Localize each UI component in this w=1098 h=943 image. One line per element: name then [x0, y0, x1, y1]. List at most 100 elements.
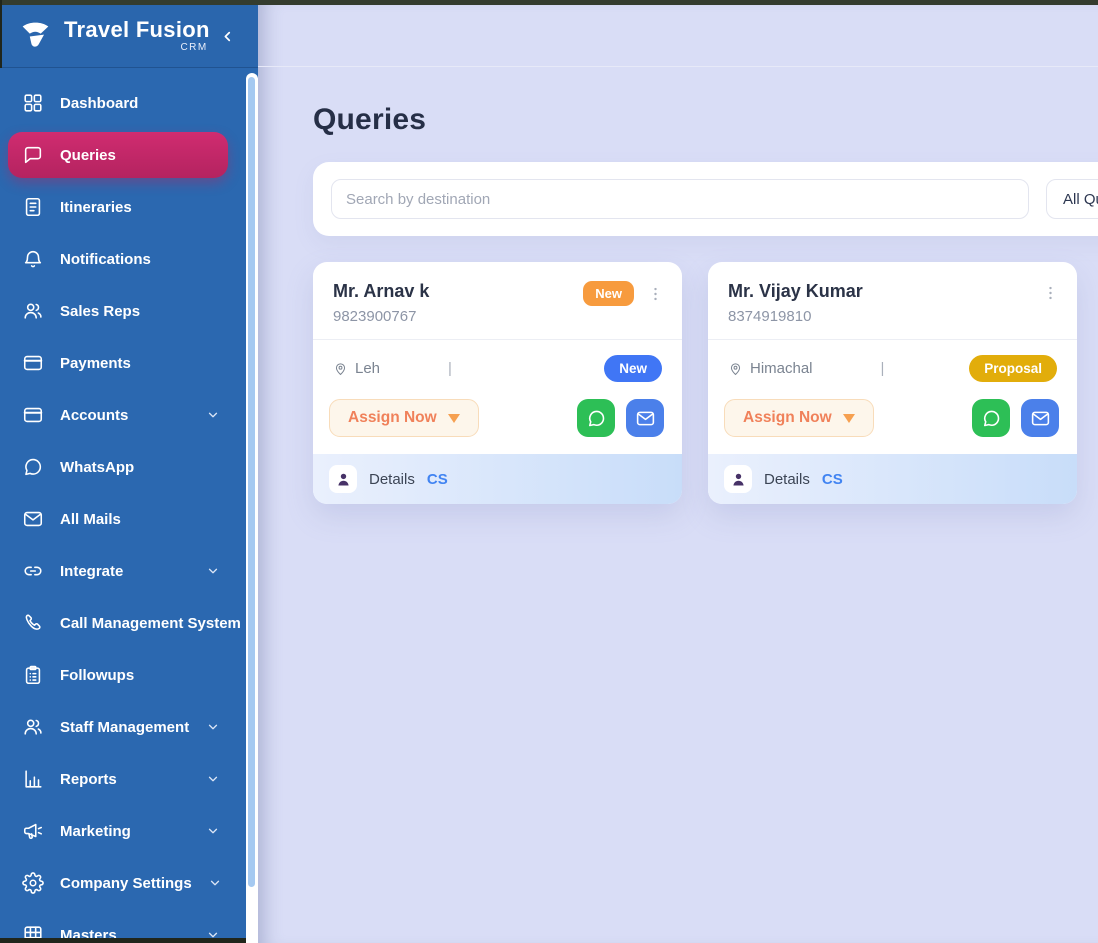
details-link[interactable]: Details	[369, 470, 415, 488]
page-title: Queries	[313, 103, 427, 136]
query-filter-value: All Queries	[1063, 190, 1098, 208]
sidebar-item-whatsapp[interactable]: WhatsApp	[0, 441, 246, 493]
chevron-down-icon	[206, 408, 220, 422]
assignee-link[interactable]: CS	[821, 470, 843, 488]
new-badge: New	[583, 281, 634, 306]
whatsapp-icon	[983, 410, 999, 426]
assign-now-label: Assign Now	[743, 409, 832, 426]
sidebar-scrollbar-thumb[interactable]	[248, 77, 255, 887]
assign-now-button[interactable]: Assign Now	[724, 399, 874, 437]
assignee-link[interactable]: CS	[426, 470, 448, 488]
card-header: Mr. Vijay Kumar 8374919810	[708, 262, 1077, 339]
sidebar-item-label: Marketing	[60, 822, 131, 840]
sidebar-item-label: Company Settings	[60, 874, 192, 892]
status-badge[interactable]: New	[604, 355, 662, 382]
window-top-edge	[0, 0, 1098, 5]
chevron-left-icon	[224, 31, 230, 41]
separator: |	[448, 360, 452, 377]
sidebar-item-accounts[interactable]: Accounts	[0, 389, 246, 441]
kebab-menu-icon[interactable]	[646, 282, 664, 306]
sidebar-nav: Dashboard Queries Itineraries Notificati…	[0, 69, 246, 943]
sidebar-item-notifications[interactable]: Notifications	[0, 233, 246, 285]
people-icon	[22, 300, 44, 322]
query-cards: Mr. Arnav k 9823900767 New L	[313, 262, 1098, 504]
sidebar-item-reports[interactable]: Reports	[0, 753, 246, 805]
card-footer: Details CS	[708, 454, 1077, 504]
kebab-menu-icon[interactable]	[1041, 281, 1059, 305]
sidebar-item-label: Dashboard	[60, 94, 139, 112]
whatsapp-icon	[588, 410, 604, 426]
mail-icon	[1031, 411, 1049, 425]
people-icon	[22, 716, 44, 738]
chevron-down-icon	[206, 824, 220, 838]
sidebar-item-label: Call Management System	[60, 614, 241, 632]
whatsapp-button[interactable]	[972, 399, 1010, 437]
sidebar-item-queries[interactable]: Queries	[8, 132, 228, 178]
search-input[interactable]	[331, 179, 1029, 219]
sidebar-item-label: Staff Management	[60, 718, 190, 736]
sidebar-item-dashboard[interactable]: Dashboard	[0, 77, 246, 129]
email-button[interactable]	[626, 399, 664, 437]
status-badge[interactable]: Proposal	[969, 355, 1057, 382]
divider	[313, 339, 682, 340]
customer-name: Mr. Vijay Kumar	[728, 281, 863, 301]
chevron-down-icon	[206, 772, 220, 786]
sidebar-item-call-management-system[interactable]: Call Management System	[0, 597, 246, 649]
sidebar-item-label: Integrate	[60, 562, 124, 580]
separator: |	[880, 360, 885, 377]
sidebar-item-itineraries[interactable]: Itineraries	[0, 181, 246, 233]
sidebar-item-marketing[interactable]: Marketing	[0, 805, 246, 857]
bell-icon	[22, 248, 44, 270]
query-filter-dropdown[interactable]: All Queries	[1046, 179, 1098, 219]
details-link[interactable]: Details	[764, 470, 810, 488]
whatsapp-icon	[22, 456, 44, 478]
destination-label: Leh	[355, 360, 381, 377]
assign-now-button[interactable]: Assign Now	[329, 399, 479, 437]
dashboard-icon	[22, 92, 44, 114]
chevron-down-icon	[208, 876, 222, 890]
sidebar-item-all-mails[interactable]: All Mails	[0, 493, 246, 545]
assignee-avatar	[724, 465, 752, 493]
map-pin-icon	[728, 361, 743, 376]
person-icon	[732, 473, 744, 486]
sidebar-item-sales-reps[interactable]: Sales Reps	[0, 285, 246, 337]
brand-suffix: CRM	[180, 42, 208, 53]
megaphone-icon	[22, 820, 44, 842]
chevron-down-icon	[206, 928, 220, 942]
sidebar-header: Travel Fusion CRM	[0, 5, 258, 68]
mail-icon	[636, 411, 654, 425]
sidebar-item-payments[interactable]: Payments	[0, 337, 246, 389]
chevron-down-icon	[206, 720, 220, 734]
sidebar-item-label: Followups	[60, 666, 135, 684]
mail-icon	[22, 508, 44, 530]
chevron-down-icon	[206, 564, 220, 578]
sidebar-item-label: Accounts	[60, 406, 129, 424]
sidebar-item-label: Reports	[60, 770, 117, 788]
content: Queries All Queries Mr. Arnav k 98239007…	[258, 67, 1098, 504]
bar-chart-icon	[22, 768, 44, 790]
search-panel: All Queries	[313, 162, 1098, 236]
card-actions: Assign Now	[708, 386, 1077, 454]
clipboard-icon	[22, 664, 44, 686]
card-footer: Details CS	[313, 454, 682, 504]
customer-phone: 9823900767	[333, 308, 417, 325]
destination-label: Himachal	[750, 360, 813, 377]
card-location-row: Himachal | Proposal	[708, 340, 1077, 386]
whatsapp-button[interactable]	[577, 399, 615, 437]
sidebar-item-integrate[interactable]: Integrate	[0, 545, 246, 597]
sidebar-collapse-button[interactable]	[216, 25, 238, 47]
window-left-edge	[0, 0, 2, 68]
card-header: Mr. Arnav k 9823900767 New	[313, 262, 682, 339]
main-area: Queries All Queries Mr. Arnav k 98239007…	[258, 5, 1098, 943]
sidebar-item-staff-management[interactable]: Staff Management	[0, 701, 246, 753]
sidebar-item-followups[interactable]: Followups	[0, 649, 246, 701]
email-button[interactable]	[1021, 399, 1059, 437]
brand: Travel Fusion CRM	[64, 19, 210, 53]
sidebar-item-label: Notifications	[60, 250, 151, 268]
sidebar-scrollbar-track	[246, 73, 258, 943]
query-card: Mr. Arnav k 9823900767 New L	[313, 262, 682, 504]
sidebar-item-label: Sales Reps	[60, 302, 141, 320]
card-actions: Assign Now	[313, 386, 682, 454]
sidebar-item-company-settings[interactable]: Company Settings	[0, 857, 246, 909]
